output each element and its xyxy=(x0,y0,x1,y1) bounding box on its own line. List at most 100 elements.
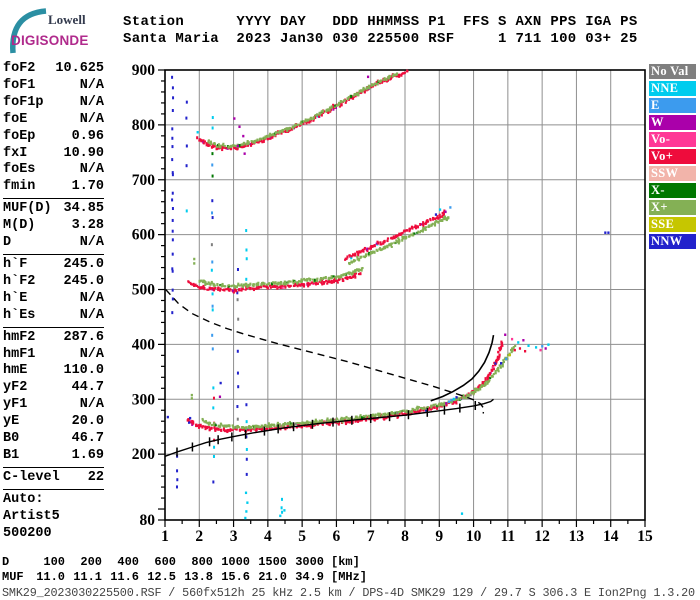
echo-dot xyxy=(276,287,279,290)
echo-dot xyxy=(479,387,482,391)
echo-dot xyxy=(373,244,376,247)
echo-dot xyxy=(316,113,319,116)
echo-dot xyxy=(345,415,348,419)
echo-dot xyxy=(396,411,399,415)
echo-dot xyxy=(328,424,331,427)
echo-dot xyxy=(360,267,363,270)
echo-dot xyxy=(299,284,302,287)
echo-dot xyxy=(212,289,216,292)
echo-dot xyxy=(376,240,379,243)
echo-dot xyxy=(386,244,389,247)
curve-transmission-curve xyxy=(165,289,485,414)
echo-dot xyxy=(245,457,248,461)
echo-dot xyxy=(207,423,210,426)
echo-dot xyxy=(382,416,385,420)
echo-dot xyxy=(522,339,525,342)
echo-dot xyxy=(355,93,358,96)
echo-dot xyxy=(210,268,213,272)
echo-dot xyxy=(284,129,288,132)
echo-dot xyxy=(330,275,333,278)
echo-dot xyxy=(337,419,340,422)
echo-dot xyxy=(283,284,286,287)
value-cell: 1500 xyxy=(258,555,287,569)
echo-dot xyxy=(456,396,459,399)
echo-dot xyxy=(256,424,259,428)
echo-dot xyxy=(247,286,250,289)
echo-dot xyxy=(508,353,511,357)
param-label: D xyxy=(3,235,12,251)
echo-dot xyxy=(282,128,285,131)
echo-dot xyxy=(273,134,276,137)
echo-dot xyxy=(499,346,502,349)
echo-dot xyxy=(257,425,260,429)
echo-dot xyxy=(290,425,293,428)
echo-dot xyxy=(404,412,407,415)
echo-dot xyxy=(255,424,258,428)
echo-dot xyxy=(271,285,274,288)
param-value: 22 xyxy=(87,469,104,485)
echo-dot xyxy=(428,225,431,228)
echo-dot xyxy=(309,421,312,425)
echo-dot xyxy=(214,424,217,427)
echo-dot xyxy=(238,284,241,287)
param-value: N/A xyxy=(79,346,104,362)
echo-dot xyxy=(403,229,406,232)
echo-dot xyxy=(245,447,248,451)
param-row-b0: B0 46.7 xyxy=(3,431,104,448)
echo-dot xyxy=(469,394,472,397)
echo-dot xyxy=(249,282,252,285)
echo-dot xyxy=(198,425,201,429)
echo-dot xyxy=(221,148,224,152)
echo-dot xyxy=(334,104,337,107)
echo-dot xyxy=(221,284,224,288)
echo-dot xyxy=(506,354,510,357)
echo-dot xyxy=(414,226,418,230)
echo-dot xyxy=(223,145,226,148)
color-legend: No Val NNE E W Vo- Vo+ SSW X- X+ SSE NNW xyxy=(649,64,696,251)
d-muf-table: D 100 200 400 600 800 1000 1500 3000 [km] MUF 11.0 1… xyxy=(2,555,367,584)
divider xyxy=(3,326,104,328)
echo-dot xyxy=(284,422,287,425)
echo-dot xyxy=(307,283,310,287)
echo-dot xyxy=(240,427,243,431)
echo-dot xyxy=(216,283,219,287)
echo-dot xyxy=(290,422,293,425)
echo-dot xyxy=(383,239,386,242)
echo-dot xyxy=(210,280,213,283)
echo-dot xyxy=(247,283,250,286)
footer-status-line: SMK29_2023030225500.RSF / 560fx512h 25 k… xyxy=(2,586,695,600)
echo-dot xyxy=(486,376,489,379)
echo-dot xyxy=(355,268,359,271)
echo-dot xyxy=(359,415,362,419)
echo-dot xyxy=(408,227,411,231)
echo-dot xyxy=(346,272,349,275)
echo-dot xyxy=(212,396,215,400)
echo-dot xyxy=(391,75,394,78)
echo-dot xyxy=(359,251,362,254)
echo-dot xyxy=(245,142,248,146)
echo-dot xyxy=(248,427,251,430)
echo-dot xyxy=(286,424,289,428)
echo-dot xyxy=(334,277,337,280)
value-cell: 200 xyxy=(80,555,102,569)
echo-dot xyxy=(198,139,201,142)
echo-dot xyxy=(351,96,354,99)
echo-dot xyxy=(258,140,261,143)
echo-dot xyxy=(421,407,425,410)
param-label: yE xyxy=(3,414,20,430)
echo-dot xyxy=(216,144,219,148)
echo-dot xyxy=(251,142,254,146)
echo-dot xyxy=(485,380,488,383)
echo-dot xyxy=(444,210,447,214)
echo-dot xyxy=(171,145,174,149)
echo-dot xyxy=(378,248,381,251)
divider xyxy=(3,466,104,468)
echo-dot xyxy=(212,386,215,390)
echo-dot xyxy=(222,425,225,428)
echo-dot xyxy=(175,485,178,489)
param-row-artist5: Artist5 xyxy=(3,509,104,526)
echo-dot xyxy=(306,421,309,425)
echo-dot xyxy=(302,122,305,125)
param-value: 10.90 xyxy=(63,145,104,161)
echo-dot xyxy=(238,125,241,129)
